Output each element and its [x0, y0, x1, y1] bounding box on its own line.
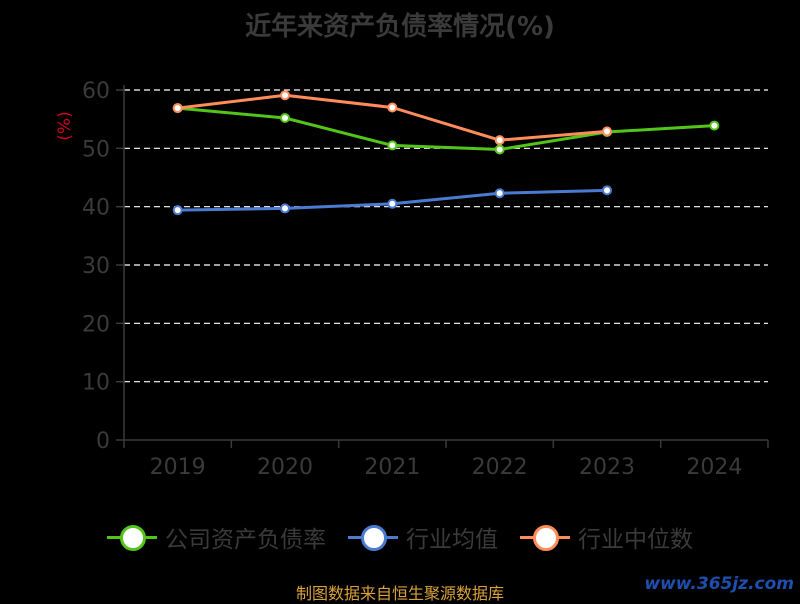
grid-layer — [124, 89, 768, 383]
y-tick-label: 0 — [96, 429, 110, 454]
data-point — [387, 198, 398, 209]
x-tick-label: 2022 — [472, 455, 528, 480]
source-note: 制图数据来自恒生聚源数据库 — [295, 584, 504, 603]
chart-title: 近年来资产负债率情况(%) — [245, 12, 555, 42]
x-tick-label: 2023 — [579, 455, 635, 480]
y-tick-label: 50 — [82, 137, 110, 162]
data-point — [280, 113, 290, 123]
legend-label: 公司资产负债率 — [165, 527, 326, 553]
y-tick-label: 60 — [82, 79, 110, 104]
data-point — [494, 188, 505, 199]
x-tick-label: 2020 — [257, 455, 313, 480]
data-point — [494, 135, 505, 146]
data-point — [280, 90, 290, 101]
data-point — [709, 120, 720, 131]
y-axis-label: (%) — [55, 111, 75, 140]
legend-marker-icon — [348, 522, 398, 552]
legend-marker-icon — [520, 522, 570, 552]
series-line-0 — [177, 106, 715, 151]
data-point — [280, 203, 290, 214]
axis-layer: 0 10 20 30 40 50 60 2019 2020 2021 2022 2023 2024 — [82, 79, 769, 480]
legend-item[interactable]: 行业均值 — [348, 520, 498, 554]
x-tick-label: 2019 — [150, 455, 206, 480]
legend-item[interactable]: 公司资产负债率 — [107, 520, 326, 554]
y-tick-label: 10 — [82, 371, 110, 396]
data-point — [172, 205, 183, 216]
y-tick-label: 40 — [82, 196, 110, 221]
data-point — [602, 185, 612, 196]
x-tick-label: 2024 — [686, 455, 742, 480]
series-layer — [172, 90, 720, 216]
legend-marker-icon — [107, 522, 157, 552]
series-line-2 — [177, 93, 608, 142]
x-tick-label: 2021 — [364, 455, 420, 480]
legend-item[interactable]: 行业中位数 — [520, 520, 693, 554]
data-point — [172, 103, 183, 114]
data-point — [387, 140, 398, 151]
data-point — [602, 126, 612, 137]
data-point — [494, 144, 505, 155]
legend-label: 行业均值 — [406, 527, 498, 553]
legend: 公司资产负债率 行业均值 行业中位数 — [0, 520, 800, 554]
watermark: www.365jz.com — [644, 574, 794, 594]
legend-label: 行业中位数 — [578, 527, 693, 553]
y-tick-label: 20 — [82, 312, 110, 337]
y-tick-label: 30 — [82, 254, 110, 279]
data-point — [387, 102, 398, 113]
